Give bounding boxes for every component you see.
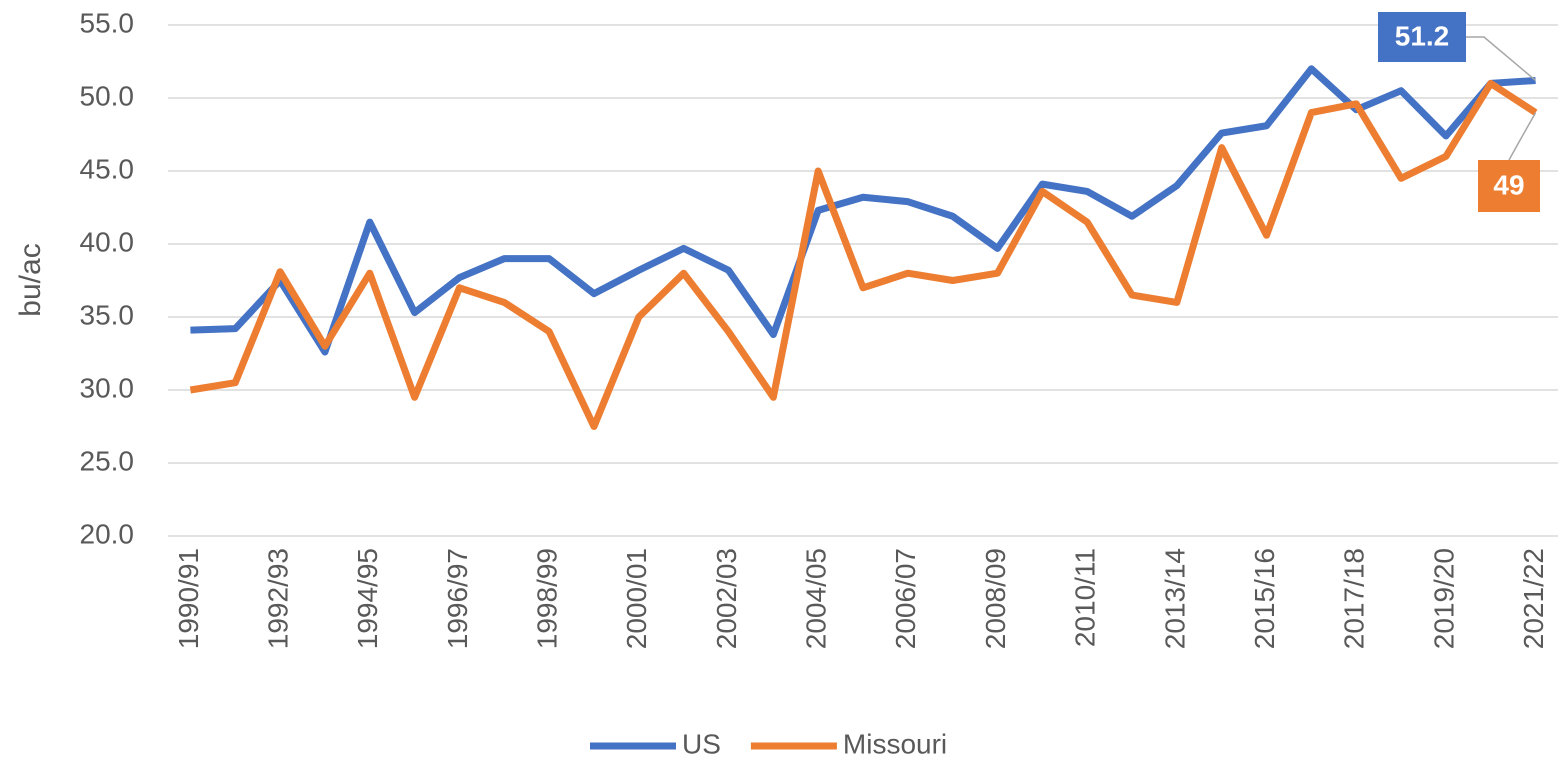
data-label-box xyxy=(1478,160,1540,212)
legend-label: US xyxy=(682,728,721,759)
y-tick-label: 35.0 xyxy=(80,299,135,330)
series-line xyxy=(190,65,1536,356)
x-tick-label: 1998/99 xyxy=(532,548,563,649)
series-line xyxy=(189,79,1538,430)
x-tick-label: 1992/93 xyxy=(262,548,293,649)
leader-line xyxy=(1466,36,1537,82)
x-tick-label: 2019/20 xyxy=(1428,548,1459,649)
x-tick-label: 2015/16 xyxy=(1249,548,1280,649)
leader-line xyxy=(1508,112,1537,161)
x-tick-label: 2013/14 xyxy=(1159,548,1190,649)
x-tick-label: 2004/05 xyxy=(801,548,832,649)
x-tick-label: 2008/09 xyxy=(980,548,1011,649)
y-tick-label: 50.0 xyxy=(80,80,135,111)
y-tick-label: 30.0 xyxy=(80,372,135,403)
y-tick-label: 25.0 xyxy=(80,445,135,476)
data-label: 49 xyxy=(1493,169,1524,200)
x-tick-label: 2006/07 xyxy=(890,548,921,649)
x-tick-label: 1996/97 xyxy=(442,548,473,649)
x-tick-label: 2017/18 xyxy=(1339,548,1370,649)
y-tick-label: 45.0 xyxy=(80,153,135,184)
data-label-box xyxy=(1378,12,1466,62)
y-axis-label: bu/ac xyxy=(14,243,47,316)
x-tick-label: 2021/22 xyxy=(1518,548,1549,649)
x-tick-label: 1994/95 xyxy=(352,548,383,649)
y-tick-label: 20.0 xyxy=(80,518,135,549)
data-label: 51.2 xyxy=(1395,20,1450,51)
x-tick-label: 1990/91 xyxy=(173,548,204,649)
y-tick-label: 55.0 xyxy=(80,7,135,38)
legend-label: Missouri xyxy=(843,728,947,759)
y-tick-label: 40.0 xyxy=(80,226,135,257)
x-tick-label: 2000/01 xyxy=(621,548,652,649)
x-tick-label: 2002/03 xyxy=(711,548,742,649)
x-tick-label: 2010/11 xyxy=(1070,548,1101,647)
